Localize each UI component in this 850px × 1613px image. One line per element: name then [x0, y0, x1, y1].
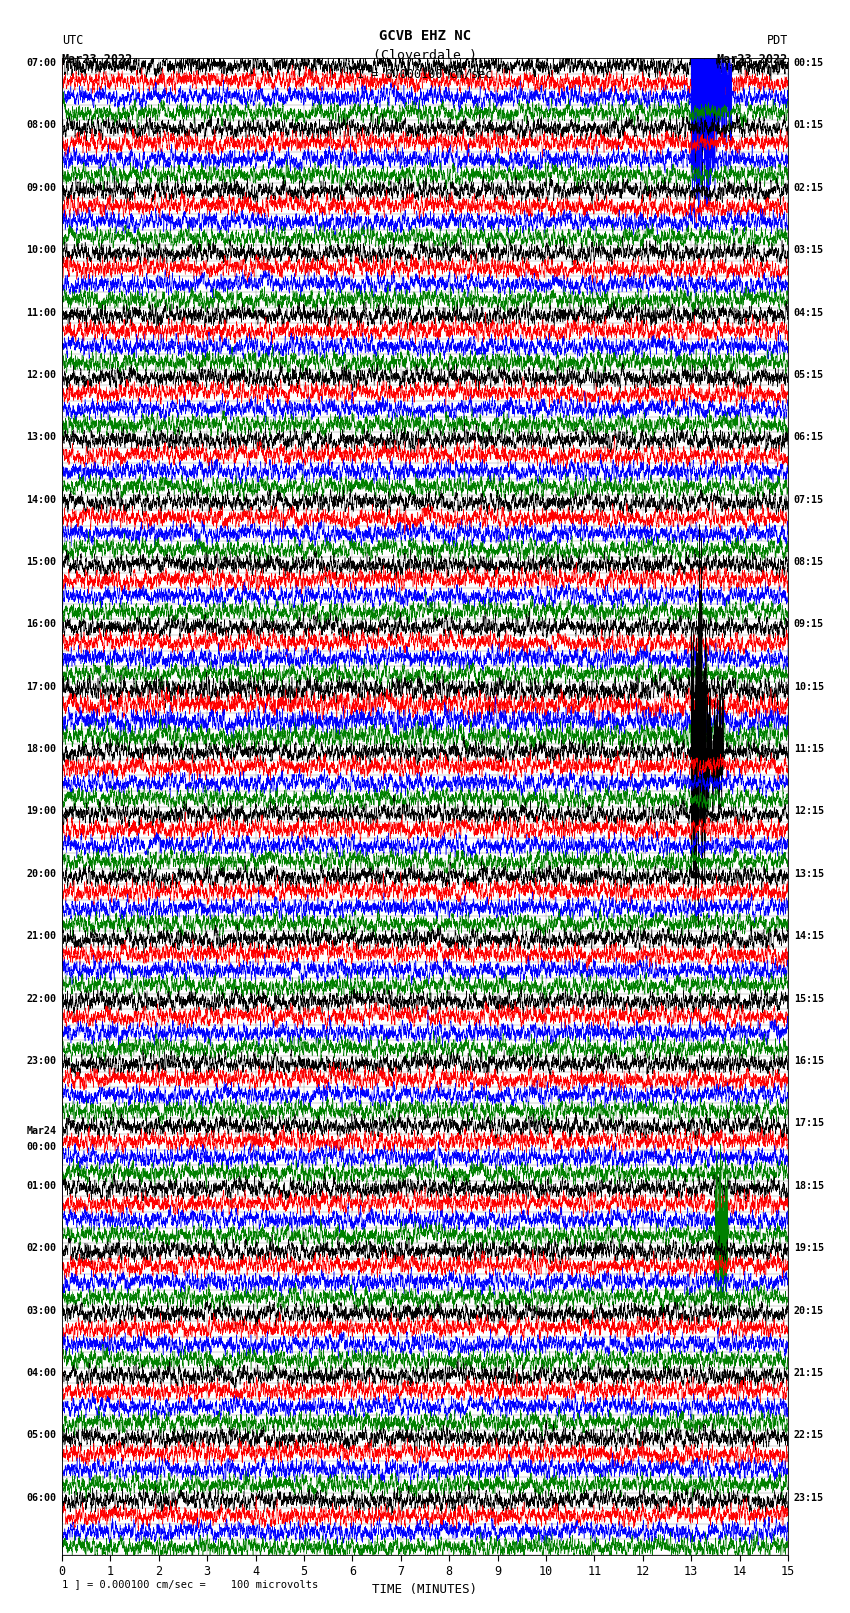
Text: 05:00: 05:00	[26, 1431, 56, 1440]
Text: 10:00: 10:00	[26, 245, 56, 255]
Text: 00:00: 00:00	[26, 1142, 56, 1152]
Text: 02:15: 02:15	[794, 182, 824, 192]
Text: 20:15: 20:15	[794, 1305, 824, 1316]
Text: 01:00: 01:00	[26, 1181, 56, 1190]
Text: 04:15: 04:15	[794, 308, 824, 318]
Text: 13:00: 13:00	[26, 432, 56, 442]
Text: 03:00: 03:00	[26, 1305, 56, 1316]
Text: 08:00: 08:00	[26, 121, 56, 131]
Text: 03:15: 03:15	[794, 245, 824, 255]
Text: 1 ] = 0.000100 cm/sec =    100 microvolts: 1 ] = 0.000100 cm/sec = 100 microvolts	[62, 1579, 318, 1589]
X-axis label: TIME (MINUTES): TIME (MINUTES)	[372, 1582, 478, 1595]
Text: 19:15: 19:15	[794, 1244, 824, 1253]
Text: Mar23,2022: Mar23,2022	[717, 53, 788, 66]
Text: 19:00: 19:00	[26, 806, 56, 816]
Text: Mar24: Mar24	[26, 1126, 56, 1136]
Text: 17:00: 17:00	[26, 682, 56, 692]
Text: 06:15: 06:15	[794, 432, 824, 442]
Text: 13:15: 13:15	[794, 869, 824, 879]
Text: 00:15: 00:15	[794, 58, 824, 68]
Text: 10:15: 10:15	[794, 682, 824, 692]
Text: 23:15: 23:15	[794, 1492, 824, 1503]
Text: 01:15: 01:15	[794, 121, 824, 131]
Text: 02:00: 02:00	[26, 1244, 56, 1253]
Text: 18:00: 18:00	[26, 744, 56, 755]
Text: 21:15: 21:15	[794, 1368, 824, 1378]
Text: 15:00: 15:00	[26, 556, 56, 568]
Text: 16:00: 16:00	[26, 619, 56, 629]
Text: 17:15: 17:15	[794, 1118, 824, 1129]
Text: (Cloverdale ): (Cloverdale )	[373, 48, 477, 63]
Text: 09:15: 09:15	[794, 619, 824, 629]
Text: 06:00: 06:00	[26, 1492, 56, 1503]
Text: 14:00: 14:00	[26, 495, 56, 505]
Text: 14:15: 14:15	[794, 931, 824, 942]
Text: 18:15: 18:15	[794, 1181, 824, 1190]
Text: I = 0.000100 cm/sec: I = 0.000100 cm/sec	[357, 68, 493, 81]
Text: 11:00: 11:00	[26, 308, 56, 318]
Text: 15:15: 15:15	[794, 994, 824, 1003]
Text: 11:15: 11:15	[794, 744, 824, 755]
Text: 12:00: 12:00	[26, 369, 56, 381]
Text: 07:15: 07:15	[794, 495, 824, 505]
Text: 22:15: 22:15	[794, 1431, 824, 1440]
Text: PDT: PDT	[767, 34, 788, 47]
Text: 12:15: 12:15	[794, 806, 824, 816]
Text: 08:15: 08:15	[794, 556, 824, 568]
Text: 20:00: 20:00	[26, 869, 56, 879]
Text: 09:00: 09:00	[26, 182, 56, 192]
Text: 07:00: 07:00	[26, 58, 56, 68]
Text: 04:00: 04:00	[26, 1368, 56, 1378]
Text: GCVB EHZ NC: GCVB EHZ NC	[379, 29, 471, 44]
Text: 16:15: 16:15	[794, 1057, 824, 1066]
Text: 05:15: 05:15	[794, 369, 824, 381]
Text: 23:00: 23:00	[26, 1057, 56, 1066]
Text: 21:00: 21:00	[26, 931, 56, 942]
Text: 22:00: 22:00	[26, 994, 56, 1003]
Text: UTC: UTC	[62, 34, 83, 47]
Text: Mar23,2022: Mar23,2022	[62, 53, 133, 66]
